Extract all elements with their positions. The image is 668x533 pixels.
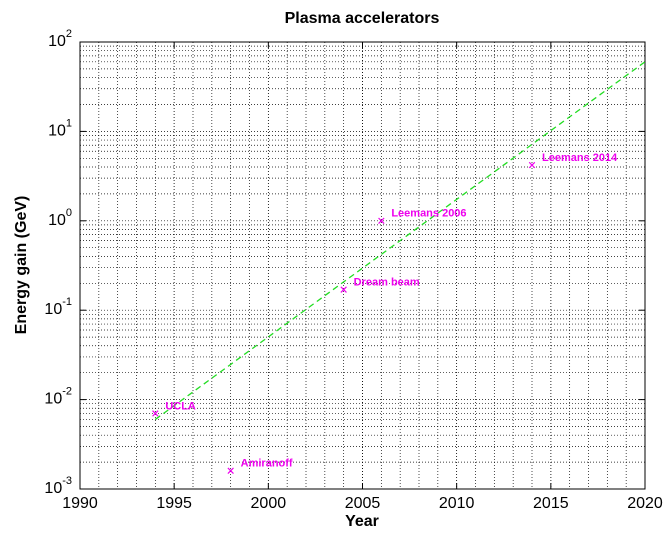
y-axis-label: Energy gain (GeV)	[13, 196, 30, 335]
axes-box	[79, 41, 646, 490]
y-tick-label: 10-3	[44, 475, 72, 497]
y-tick-label: 101	[48, 117, 72, 139]
x-tick-label: 1995	[156, 495, 192, 512]
point-label: UCLA	[165, 400, 196, 412]
point-label: Leemans 2014	[542, 152, 618, 164]
data-point	[340, 286, 347, 293]
data-point	[378, 217, 385, 225]
trend-line	[154, 61, 646, 420]
x-tick-label: 2005	[345, 495, 381, 512]
x-axis-label: Year	[345, 513, 379, 530]
y-tick-label: 10-2	[44, 386, 72, 408]
data-point	[528, 161, 536, 169]
point-label: Amiranoff	[241, 458, 293, 470]
x-tick-label: 2020	[627, 495, 663, 512]
data-point	[227, 467, 234, 474]
x-tick-label: 2000	[251, 495, 287, 512]
point-label: Dream beam	[354, 277, 420, 289]
x-tick-label: 2015	[533, 495, 569, 512]
y-tick-label: 10-1	[44, 296, 72, 318]
y-tick-label: 102	[48, 28, 72, 50]
x-tick-label: 1990	[62, 495, 98, 512]
data-point	[152, 410, 159, 417]
point-label: Leemans 2006	[391, 208, 466, 220]
x-tick-label: 2010	[439, 495, 475, 512]
plot-area	[80, 42, 645, 489]
y-tick-label: 100	[48, 207, 72, 229]
chart-title: Plasma accelerators	[285, 10, 440, 27]
